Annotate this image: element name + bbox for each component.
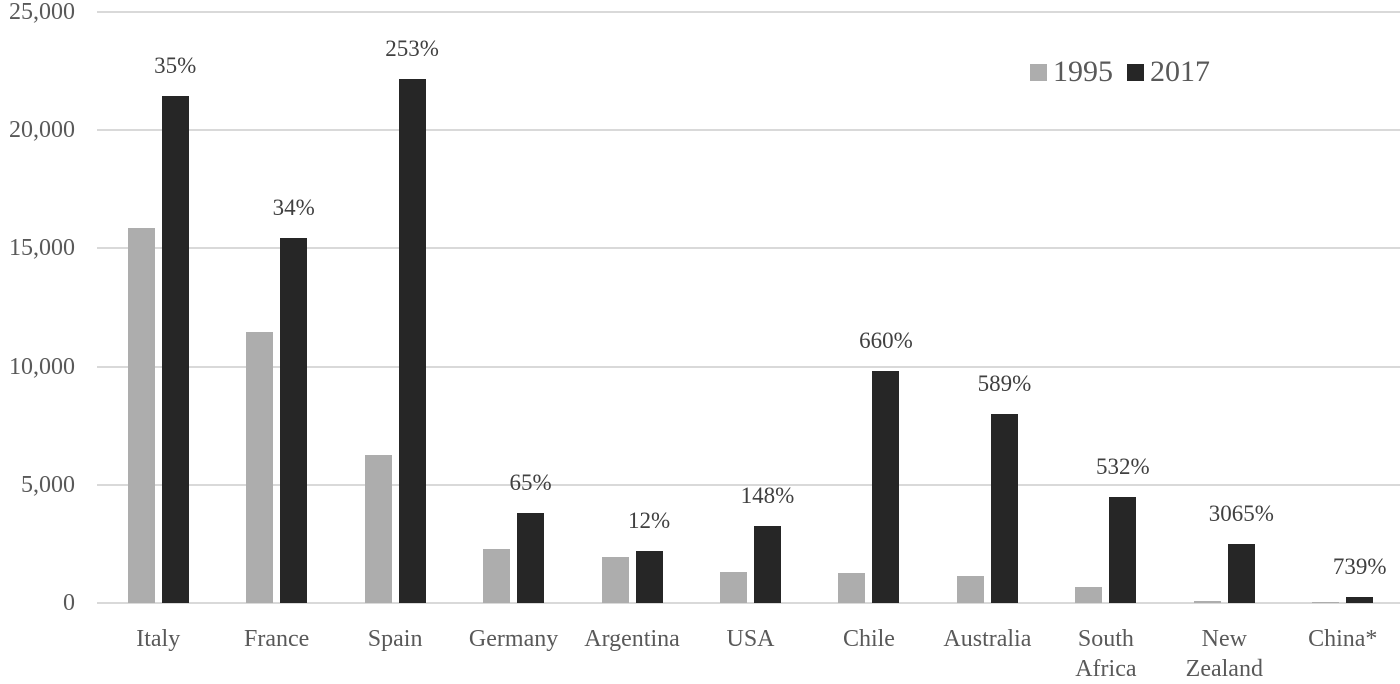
y-tick-label: 0	[63, 590, 75, 616]
x-category-label: South Africa	[1075, 626, 1137, 682]
x-category-label: Spain	[367, 626, 423, 652]
legend-swatch-1995	[1030, 63, 1047, 81]
percent-change-label: 253%	[385, 36, 439, 62]
percent-change-label: 65%	[509, 469, 552, 495]
bar-1995-italy	[127, 228, 155, 603]
bar-1995-china-	[1312, 602, 1340, 603]
bar-1995-usa	[720, 572, 747, 603]
gridline	[97, 365, 1400, 368]
bar-2017-argentina	[635, 550, 663, 603]
legend-swatch-2017	[1127, 63, 1144, 81]
x-category-label: Chile	[842, 626, 895, 652]
x-category-label: Germany	[468, 626, 559, 652]
bar-1995-argentina	[601, 556, 629, 603]
gridline	[97, 247, 1400, 250]
x-category-label: France	[244, 626, 310, 652]
percent-change-label: 739%	[1332, 554, 1387, 580]
gridline	[97, 602, 1400, 604]
percent-change-label: 35%	[154, 53, 197, 79]
bar-2017-spain	[398, 79, 426, 603]
legend-item-1995: 1995	[1030, 54, 1113, 90]
x-category-label: Australia	[943, 626, 1032, 652]
bar-2017-australia	[990, 413, 1018, 603]
bar-2017-germany	[517, 512, 545, 603]
percent-change-label: 148%	[740, 482, 795, 508]
percent-change-label: 532%	[1096, 453, 1150, 479]
bar-1995-chile	[838, 572, 866, 603]
bar-1995-germany	[483, 548, 511, 603]
bar-1995-australia	[956, 576, 984, 603]
x-category-label: Italy	[136, 626, 181, 652]
y-tick-label: 20,000	[9, 117, 75, 144]
x-category-label: USA	[726, 626, 775, 652]
gridline	[97, 11, 1400, 13]
legend-item-2017: 2017	[1127, 54, 1210, 90]
gridline	[97, 129, 1400, 132]
y-tick-label: 25,000	[9, 0, 75, 25]
legend-label: 2017	[1150, 55, 1210, 88]
bar-2017-usa	[754, 525, 781, 603]
bar-1995-south-africa	[1075, 586, 1103, 603]
bar-1995-new-zealand	[1193, 601, 1221, 603]
legend-label: 1995	[1053, 55, 1113, 88]
x-category-label: Argentina	[584, 626, 680, 652]
y-tick-label: 10,000	[9, 353, 75, 380]
gridline	[97, 483, 1400, 486]
x-category-label: China*	[1308, 626, 1378, 652]
percent-change-label: 34%	[272, 195, 315, 221]
percent-change-label: 589%	[977, 370, 1032, 396]
legend: 1995 2017	[1030, 54, 1224, 90]
bar-2017-south-africa	[1109, 496, 1137, 603]
percent-change-label: 3065%	[1208, 500, 1274, 526]
y-tick-label: 15,000	[9, 235, 75, 262]
bar-1995-france	[246, 331, 274, 603]
bar-2017-italy	[161, 96, 189, 603]
bar-2017-chile	[872, 370, 900, 603]
y-tick-label: 5,000	[21, 471, 75, 498]
bar-1995-spain	[364, 454, 392, 603]
bar-2017-new-zealand	[1227, 543, 1255, 603]
bar-2017-china-	[1346, 597, 1374, 603]
percent-change-label: 660%	[859, 327, 913, 353]
bar-2017-france	[280, 238, 308, 603]
x-category-label: New Zealand	[1185, 626, 1263, 682]
percent-change-label: 12%	[627, 507, 671, 533]
